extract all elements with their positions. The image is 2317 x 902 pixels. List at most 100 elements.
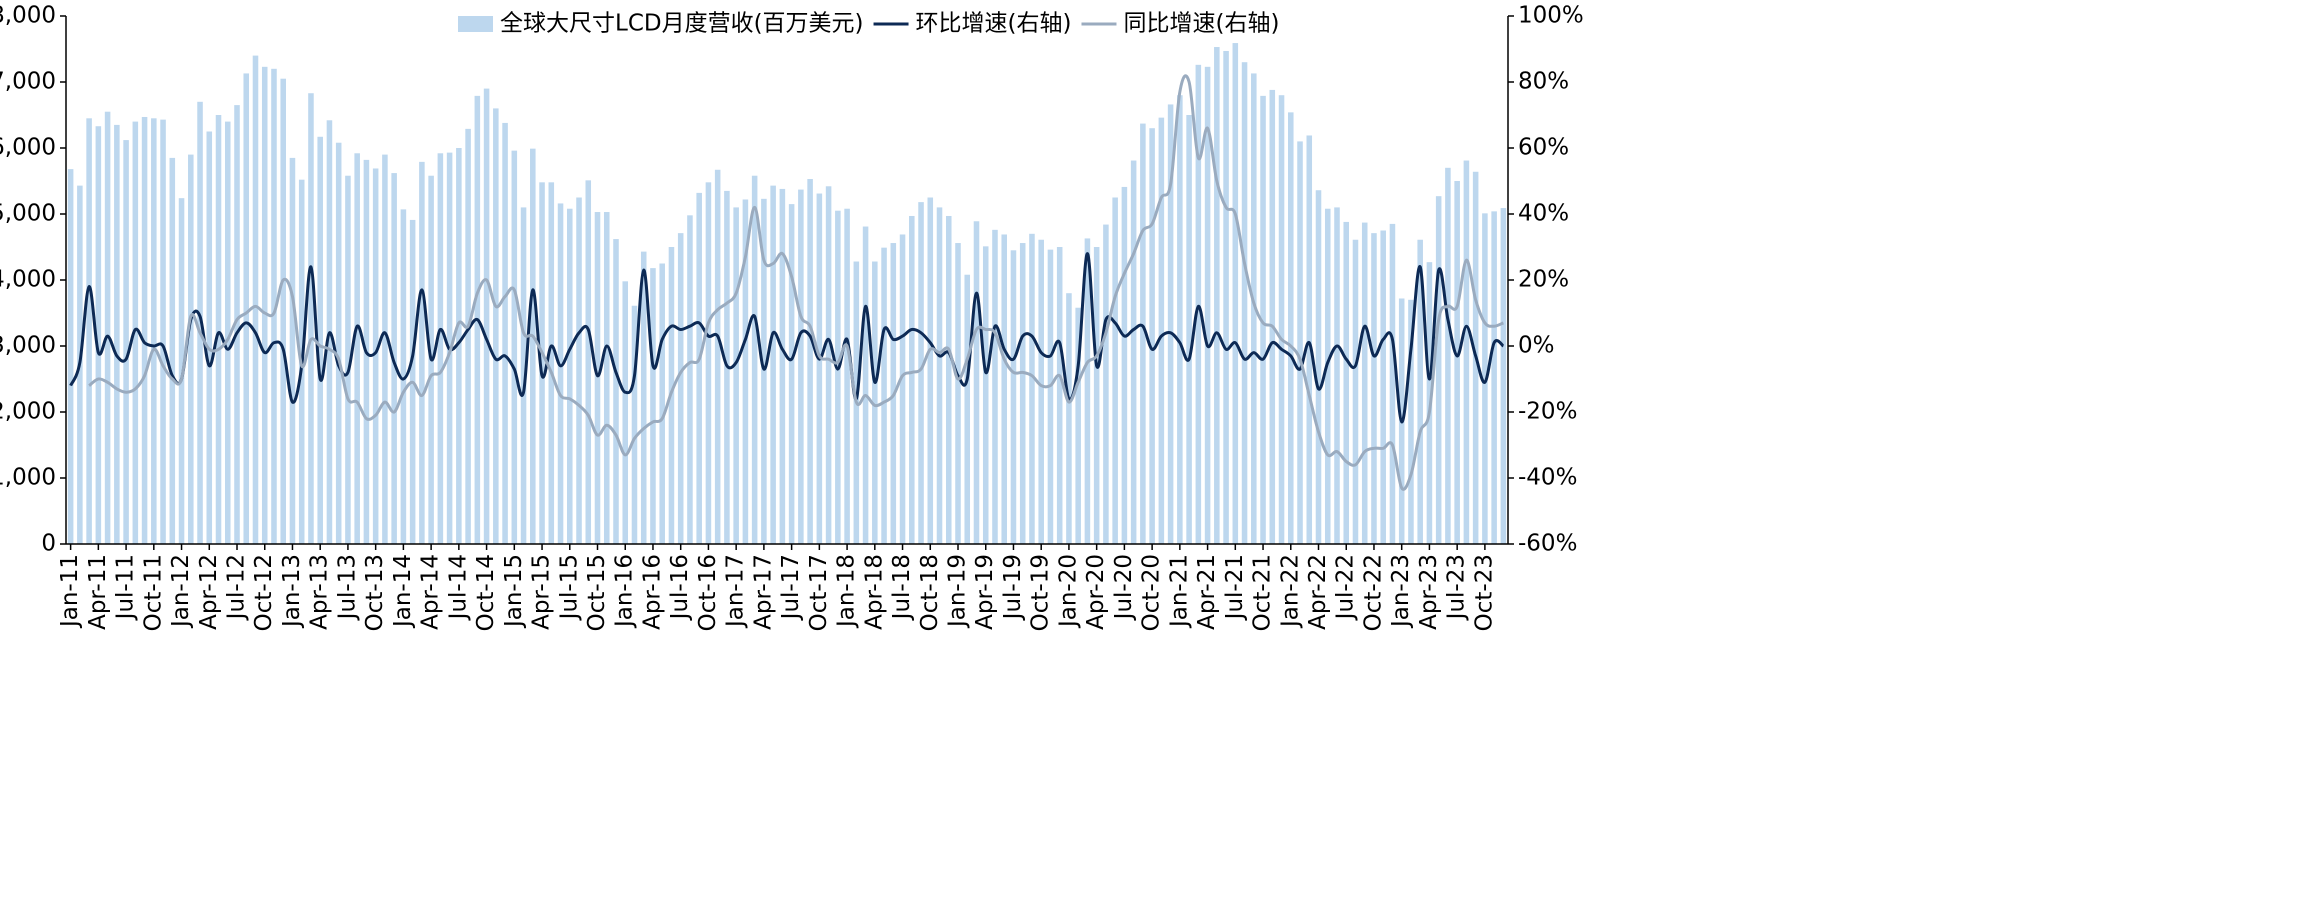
bar <box>1269 89 1276 545</box>
bar <box>1324 208 1331 544</box>
legend-swatch <box>458 16 493 32</box>
bar <box>1214 47 1220 545</box>
bar <box>1361 222 1368 544</box>
bar <box>530 148 536 544</box>
bar <box>936 207 943 544</box>
x-tick-label: Oct-15 <box>584 554 610 631</box>
x-tick-label: Jan-22 <box>1277 554 1303 629</box>
x-tick-label: Oct-11 <box>140 554 166 631</box>
bar <box>114 124 120 545</box>
y-tick-label: 1,000 <box>0 465 56 491</box>
bar <box>345 175 351 544</box>
x-tick-label: Jul-14 <box>445 554 471 621</box>
bar <box>714 169 721 544</box>
x-tick-label: Jul-16 <box>667 554 693 621</box>
bar <box>964 274 971 544</box>
x-tick-label: Jan-12 <box>168 554 194 629</box>
bar <box>1186 115 1192 544</box>
x-tick-label: Apr-14 <box>418 554 444 630</box>
bar <box>252 55 259 544</box>
bar <box>982 246 989 544</box>
bar <box>751 175 758 544</box>
bar <box>456 148 462 544</box>
y2-tick-label: 20% <box>1518 267 1569 293</box>
x-tick-label: Jan-23 <box>1388 554 1414 629</box>
bar <box>1103 224 1109 544</box>
bar <box>696 192 702 544</box>
x-tick-label: Oct-13 <box>362 554 388 631</box>
bar <box>779 188 786 545</box>
bar <box>1389 223 1396 544</box>
y-tick-label: 0 <box>41 531 56 557</box>
bar <box>1251 73 1257 545</box>
y-tick-label: 2,000 <box>0 399 56 425</box>
bar <box>1204 66 1211 544</box>
x-tick-label: Oct-21 <box>1250 554 1276 631</box>
y2-tick-label: -40% <box>1518 465 1577 491</box>
bar <box>567 208 573 544</box>
bar <box>280 78 286 544</box>
bar <box>1445 167 1451 545</box>
bar <box>86 118 92 545</box>
bar <box>1149 128 1155 544</box>
x-tick-label: Apr-19 <box>972 554 998 630</box>
y-tick-label: 3,000 <box>0 333 56 359</box>
bar <box>317 136 323 544</box>
bar <box>1288 112 1294 545</box>
bar <box>631 305 638 544</box>
x-tick-label: Jul-19 <box>1000 554 1026 621</box>
x-tick-label: Jul-12 <box>224 554 250 621</box>
bar <box>511 150 518 544</box>
bar <box>650 268 656 544</box>
bar <box>1241 62 1248 544</box>
bar <box>742 199 749 545</box>
x-tick-label: Jan-21 <box>1166 554 1192 629</box>
x-tick-label: Apr-21 <box>1194 554 1220 630</box>
bar <box>825 186 832 544</box>
x-tick-label: Apr-23 <box>1416 554 1442 630</box>
bar <box>1029 233 1035 545</box>
bar <box>603 212 610 544</box>
bar <box>1001 234 1007 544</box>
bar <box>224 121 231 544</box>
x-tick-label: Jul-20 <box>1111 554 1137 621</box>
x-tick-label: Jan-17 <box>723 554 749 629</box>
x-tick-label: Jul-13 <box>334 554 360 621</box>
y-tick-label: 4,000 <box>0 267 56 293</box>
bar <box>594 212 601 544</box>
bar <box>1047 249 1054 544</box>
line-series <box>88 74 1504 491</box>
bar <box>881 247 887 544</box>
bar <box>1066 293 1072 544</box>
bar <box>677 233 684 544</box>
x-tick-label: Jul-17 <box>778 554 804 621</box>
x-tick-label: Apr-17 <box>750 554 776 630</box>
bar <box>1260 95 1266 545</box>
bar <box>973 221 980 544</box>
bar <box>705 182 712 544</box>
bar <box>1343 221 1350 545</box>
x-tick-label: Jan-11 <box>57 554 83 629</box>
bar <box>835 210 841 544</box>
bar <box>1112 197 1118 544</box>
bar <box>1010 250 1017 545</box>
bar <box>807 179 813 544</box>
bar <box>1482 213 1488 544</box>
bar <box>1093 247 1100 544</box>
x-tick-label: Oct-16 <box>695 554 721 631</box>
bar <box>1297 141 1303 544</box>
bar <box>1463 160 1470 545</box>
bar <box>1223 50 1229 544</box>
y-tick-label: 6,000 <box>0 135 56 161</box>
bar <box>243 73 250 545</box>
bar <box>151 118 157 545</box>
bar <box>816 193 823 545</box>
bar <box>1306 135 1313 544</box>
bar <box>1408 299 1414 544</box>
bar <box>992 229 998 544</box>
x-tick-label: Apr-20 <box>1083 554 1109 630</box>
bar <box>419 161 425 545</box>
bar <box>206 131 213 544</box>
x-tick-label: Apr-18 <box>861 554 887 630</box>
